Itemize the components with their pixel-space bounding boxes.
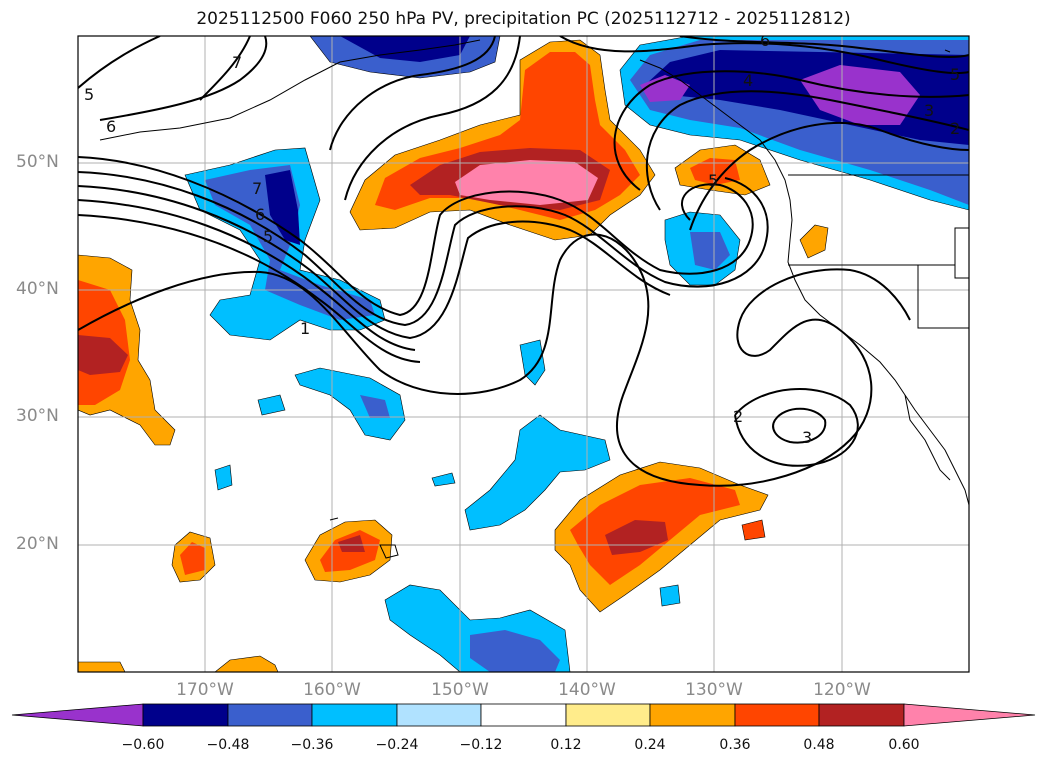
contour-labels: 7 5 6 7 6 5 1 4 5 3 2 5 6 2 3 xyxy=(84,31,960,447)
colorbar-extend-min xyxy=(11,703,144,727)
contour-label: 1 xyxy=(300,319,310,338)
contour-label: 6 xyxy=(760,31,770,50)
colorbar-tick: 0.48 xyxy=(803,737,835,753)
colorbar-segment xyxy=(227,703,313,727)
lat-label-40n: 40°N xyxy=(16,279,59,299)
contour-label: 5 xyxy=(84,85,94,104)
contour-label: 5 xyxy=(263,227,273,246)
lat-label-20n: 20°N xyxy=(16,534,59,554)
map-frame xyxy=(77,35,970,673)
contour-label: 4 xyxy=(743,71,753,90)
contour-label: 7 xyxy=(232,53,242,72)
colorbar-segment xyxy=(480,703,567,727)
colorbar-tick: 0.24 xyxy=(634,737,666,753)
contour-label: 6 xyxy=(255,205,265,224)
contour-label: 2 xyxy=(950,119,960,138)
colorbar-tick: −0.60 xyxy=(121,737,165,753)
colorbar-tick: 0.36 xyxy=(719,737,751,753)
colorbar-tick: 0.12 xyxy=(550,737,582,753)
lon-label-140w: 140°W xyxy=(558,680,616,700)
colorbar-segment xyxy=(734,703,820,727)
lat-label-30n: 30°N xyxy=(16,406,59,426)
colorbar-tick: −0.12 xyxy=(459,737,503,753)
contour-label: 5 xyxy=(708,171,718,190)
contour-label: 6 xyxy=(106,117,116,136)
colorbar-segment xyxy=(142,703,229,727)
lon-label-130w: 130°W xyxy=(685,680,743,700)
colorbar xyxy=(11,703,1036,727)
contour-label: 2 xyxy=(733,407,743,426)
contour-label: 3 xyxy=(802,428,812,447)
map-title: 2025112500 F060 250 hPa PV, precipitatio… xyxy=(196,9,851,29)
colorbar-segment xyxy=(818,703,905,727)
contour-label: 3 xyxy=(924,101,934,120)
contour-label: 7 xyxy=(252,179,262,198)
colorbar-tick: −0.36 xyxy=(290,737,334,753)
colorbar-tick: 0.60 xyxy=(888,737,920,753)
colorbar-extend-max xyxy=(903,703,1036,727)
lon-label-160w: 160°W xyxy=(303,680,361,700)
lat-label-50n: 50°N xyxy=(16,152,59,172)
map-plot-area: 7 5 6 7 6 5 1 4 5 3 2 5 6 2 3 xyxy=(78,31,969,672)
coastlines xyxy=(99,39,969,559)
contour-label: 5 xyxy=(950,65,960,84)
colorbar-tick: −0.48 xyxy=(206,737,250,753)
pv-contours xyxy=(78,36,969,487)
colorbar-tick: −0.24 xyxy=(375,737,419,753)
lon-label-170w: 170°W xyxy=(176,680,234,700)
colorbar-segment xyxy=(565,703,651,727)
colorbar-segment xyxy=(396,703,482,727)
lon-label-150w: 150°W xyxy=(431,680,489,700)
colorbar-segment xyxy=(311,703,398,727)
colorbar-segment xyxy=(649,703,736,727)
lon-label-120w: 120°W xyxy=(813,680,871,700)
